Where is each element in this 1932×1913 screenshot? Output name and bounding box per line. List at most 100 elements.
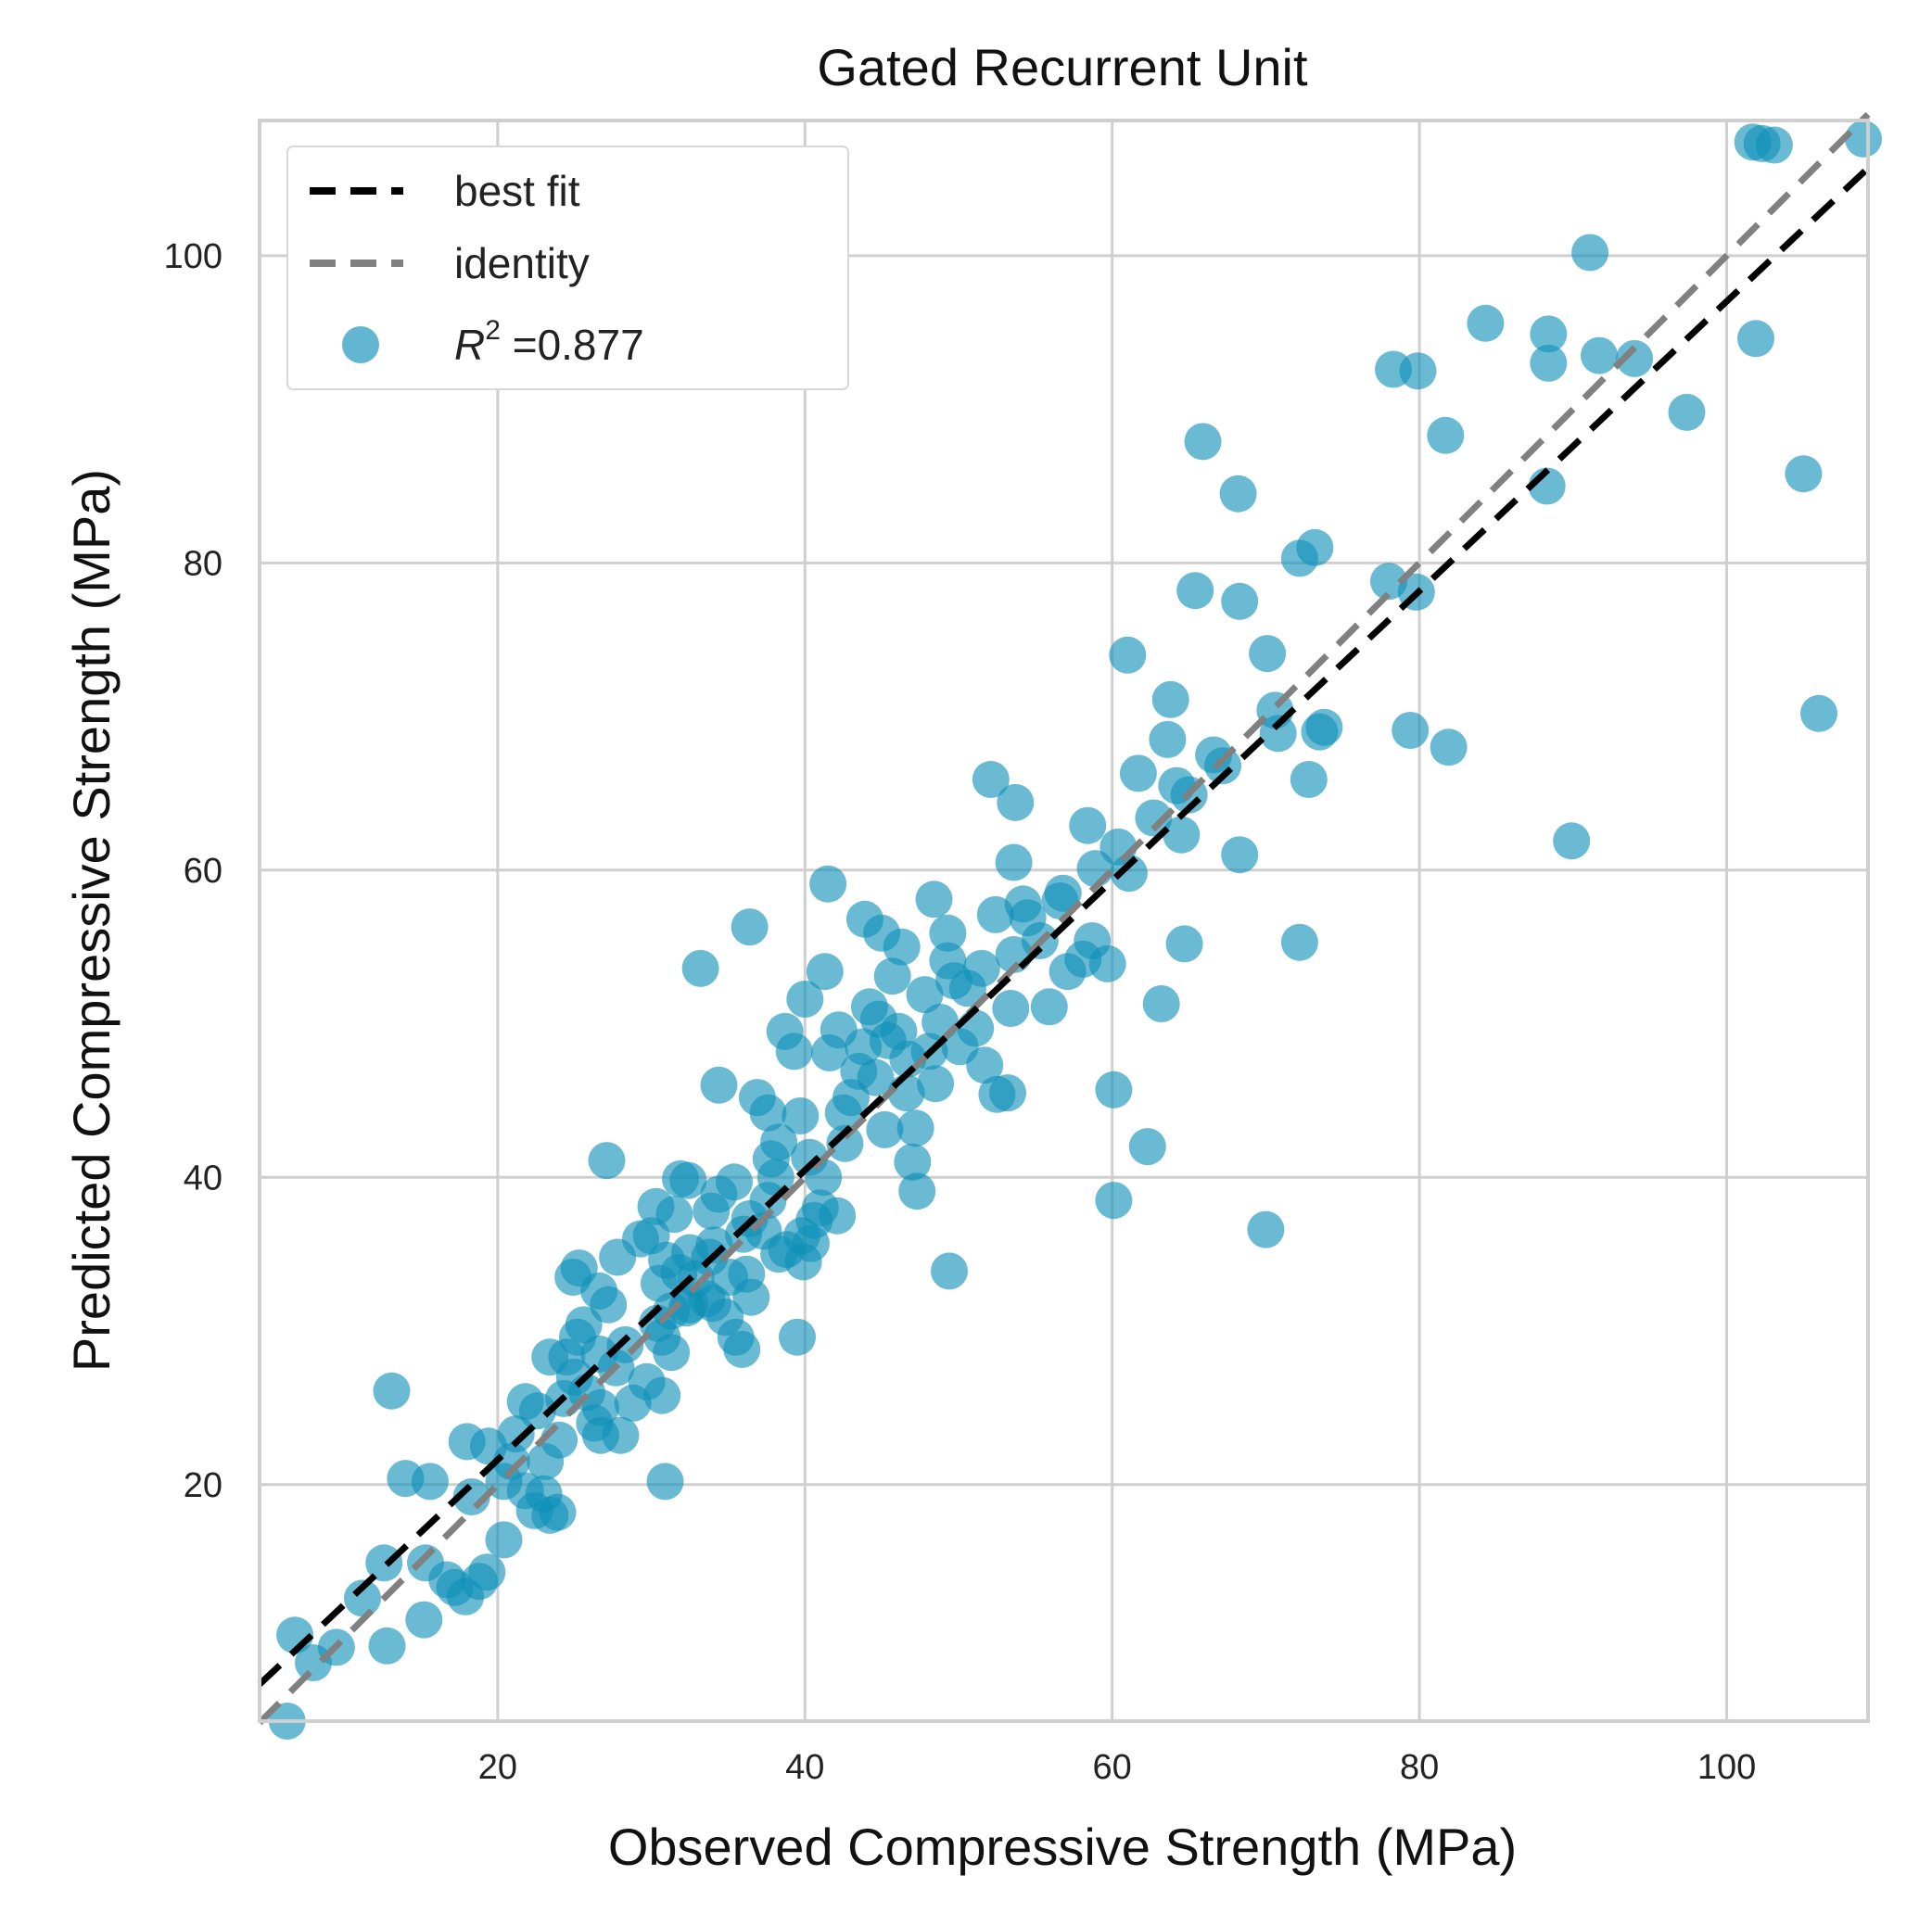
y-tick-labels: 20 40 60 80 100 [164,237,222,1505]
data-point [972,761,1010,798]
data-point [565,1306,603,1344]
data-point [1176,572,1214,610]
r2-superscript: 2 [485,315,501,346]
data-point [1737,320,1774,358]
r2-symbol: R [454,321,485,369]
data-point [1467,304,1505,342]
data-point [716,1163,753,1201]
data-point [760,1123,798,1161]
data-point [1430,728,1468,766]
data-point [344,1579,381,1617]
data-point [1128,1128,1166,1166]
data-point [809,865,847,903]
data-point [581,1388,619,1426]
data-point [1221,836,1259,874]
legend-r2-label: R2 =0.877 [454,315,644,369]
chart-title: Gated Recurrent Unit [817,38,1308,96]
data-point [1204,747,1241,785]
x-axis-label: Observed Compressive Strength (MPa) [608,1818,1517,1876]
data-point [826,1124,864,1162]
data-point [655,1196,693,1234]
legend-r2-marker [342,326,379,363]
data-point [992,990,1030,1027]
data-point [962,949,1000,987]
data-point [779,1318,816,1356]
data-point [1845,120,1882,158]
data-point [989,1074,1026,1112]
data-point [1305,708,1343,746]
x-tick-label: 100 [1697,1748,1756,1787]
r2-value: =0.877 [501,321,644,369]
x-tick-labels: 20 40 60 80 100 [478,1748,1757,1787]
data-point [866,1110,904,1148]
data-point [898,1172,936,1210]
y-tick-label: 80 [184,544,222,583]
data-point [883,928,921,966]
data-point [1553,822,1591,860]
data-point [588,1142,626,1180]
data-point [643,1376,681,1414]
data-point [590,1286,628,1324]
data-point [669,1161,707,1199]
data-point [1290,761,1328,798]
data-point [681,949,719,987]
data-point [931,1252,968,1290]
data-point [1110,855,1148,893]
data-point [1247,1210,1285,1248]
data-point [894,1143,932,1181]
data-point [1149,720,1187,758]
data-point [966,1046,1004,1084]
data-point [405,1601,443,1639]
data-point [1151,680,1189,718]
data-point [1221,582,1259,620]
data-point [997,783,1035,821]
data-point [731,908,769,946]
data-point [1800,694,1837,732]
data-point [1165,925,1203,963]
x-tick-label: 80 [1400,1748,1439,1787]
data-point [411,1463,449,1501]
plot-frame [258,119,1870,1723]
data-point [957,1009,995,1047]
data-point [723,1330,761,1368]
data-point [806,953,844,991]
data-point [1755,126,1793,164]
data-point [606,1325,644,1363]
data-point [917,1065,955,1103]
data-point [1392,712,1430,749]
data-point [452,1478,490,1515]
data-point [1095,1071,1133,1109]
data-point [1668,393,1706,431]
data-point [775,1033,813,1071]
legend: best fit identity R2 =0.877 [286,146,849,390]
data-point [368,1627,406,1665]
y-axis-label: Predicted Compressive Strength (MPa) [62,469,121,1372]
data-point [468,1553,506,1591]
data-point [857,1058,895,1096]
data-point [646,1463,684,1501]
legend-best-fit-label: best fit [454,167,580,215]
scatter-points [268,120,1882,1740]
data-point [1280,923,1318,961]
data-point [915,880,953,918]
x-tick-label: 40 [785,1748,824,1787]
data-point [1530,344,1568,382]
data-point [485,1521,523,1559]
data-point [1095,1182,1133,1220]
data-point [1616,339,1654,377]
data-point [653,1334,691,1372]
data-point [1296,528,1334,566]
data-point [1109,636,1147,674]
data-point [373,1372,411,1410]
x-tick-label: 60 [1093,1748,1132,1787]
data-point [782,1097,820,1134]
data-point [896,1109,934,1147]
data-point [1249,635,1287,673]
data-point [1530,315,1568,353]
legend-identity-label: identity [454,239,590,287]
data-point [1785,455,1823,493]
data-point [1119,754,1157,792]
data-point [1088,944,1126,982]
data-point [492,1442,530,1480]
